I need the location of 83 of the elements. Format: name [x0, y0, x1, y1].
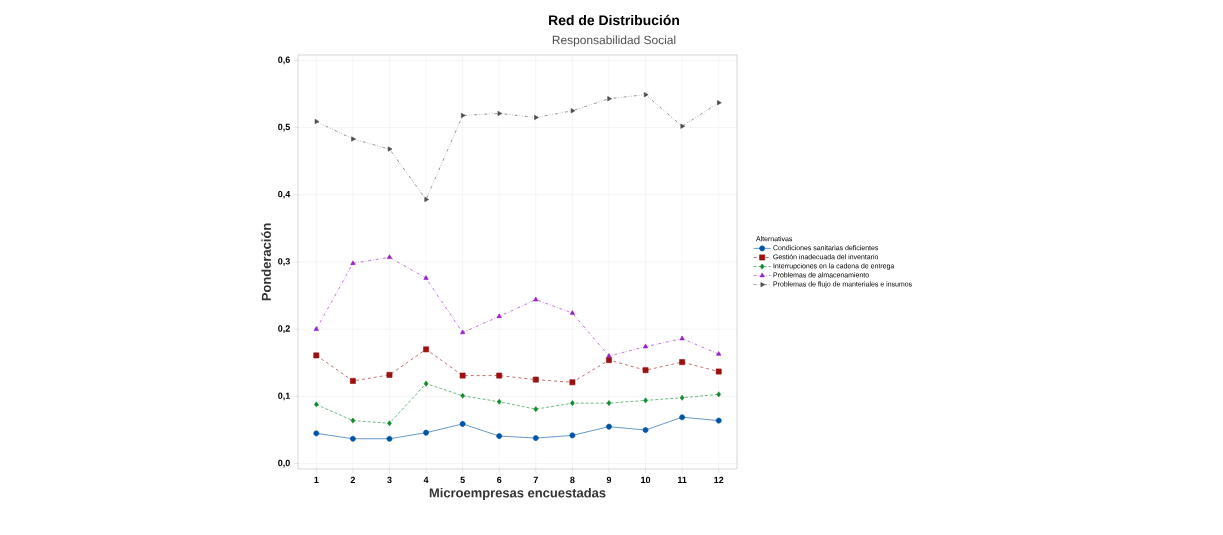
point [532, 435, 539, 441]
point [496, 433, 503, 439]
y-tick-label: 0,2 [278, 325, 290, 334]
point [423, 346, 429, 353]
point [459, 372, 466, 379]
point [606, 400, 612, 407]
y-tick-label: 0,4 [278, 190, 291, 199]
point [387, 420, 392, 427]
y-tick-label: 0,3 [278, 258, 290, 266]
point [423, 380, 429, 387]
point [607, 96, 612, 102]
point [460, 329, 466, 335]
point [680, 123, 686, 129]
point [350, 260, 356, 265]
point [533, 296, 539, 302]
point [314, 118, 320, 125]
point [716, 391, 721, 398]
point [387, 146, 393, 152]
point [351, 136, 356, 142]
point [496, 313, 502, 319]
point [606, 423, 612, 430]
point [386, 435, 393, 442]
point [350, 435, 356, 442]
point [679, 335, 685, 341]
x-tick-label: 4 [423, 476, 429, 483]
point [496, 398, 502, 405]
point [350, 417, 356, 424]
point [569, 432, 576, 439]
point [606, 353, 612, 358]
point [313, 352, 320, 359]
x-tick-label: 11 [677, 476, 687, 483]
x-tick-label: 9 [606, 476, 612, 484]
y-tick-label: 0,6 [278, 56, 290, 65]
x-tick-label: 5 [460, 476, 465, 484]
point [716, 351, 722, 356]
chart-title: Red de Distribución [549, 14, 679, 26]
point [313, 430, 320, 437]
point [715, 417, 722, 424]
point [314, 401, 319, 408]
point [424, 196, 429, 203]
point [350, 378, 356, 384]
point [569, 379, 576, 386]
point [717, 100, 722, 106]
point [534, 114, 539, 121]
x-tick-label: 1 [314, 476, 319, 483]
point [461, 112, 466, 119]
point [386, 254, 393, 259]
point [715, 368, 722, 375]
point [606, 357, 612, 363]
point [643, 343, 649, 349]
x-tick-label: 8 [570, 476, 575, 484]
y-tick-label: 0,0 [278, 459, 290, 468]
point [497, 110, 503, 116]
point [386, 372, 393, 378]
point [643, 92, 649, 98]
point [532, 376, 539, 383]
point [460, 392, 465, 399]
point [642, 367, 649, 374]
x-tick-label: 12 [714, 476, 724, 484]
x-axis-title: Microempresas encuestadas [429, 487, 606, 501]
chart-subtitle: Responsabilidad Social [552, 35, 676, 47]
y-tick-label: 0,5 [278, 123, 290, 132]
point [642, 427, 649, 433]
y-tick-label: 0,1 [278, 392, 290, 401]
x-tick-label: 6 [497, 476, 502, 484]
point [496, 372, 503, 379]
point [679, 359, 686, 366]
point [570, 108, 576, 114]
point [423, 429, 429, 436]
point [679, 414, 686, 421]
x-tick-label: 2 [350, 476, 356, 484]
point [423, 275, 429, 280]
point [313, 326, 319, 331]
point [643, 397, 648, 404]
point [569, 310, 575, 315]
point [570, 400, 575, 407]
y-axis-title: Ponderación [261, 223, 271, 301]
point [533, 406, 539, 413]
x-tick-label: 3 [387, 476, 392, 484]
x-tick-label: 10 [641, 476, 651, 484]
point [679, 394, 685, 401]
point [459, 421, 466, 427]
x-tick-label: 7 [533, 476, 538, 483]
